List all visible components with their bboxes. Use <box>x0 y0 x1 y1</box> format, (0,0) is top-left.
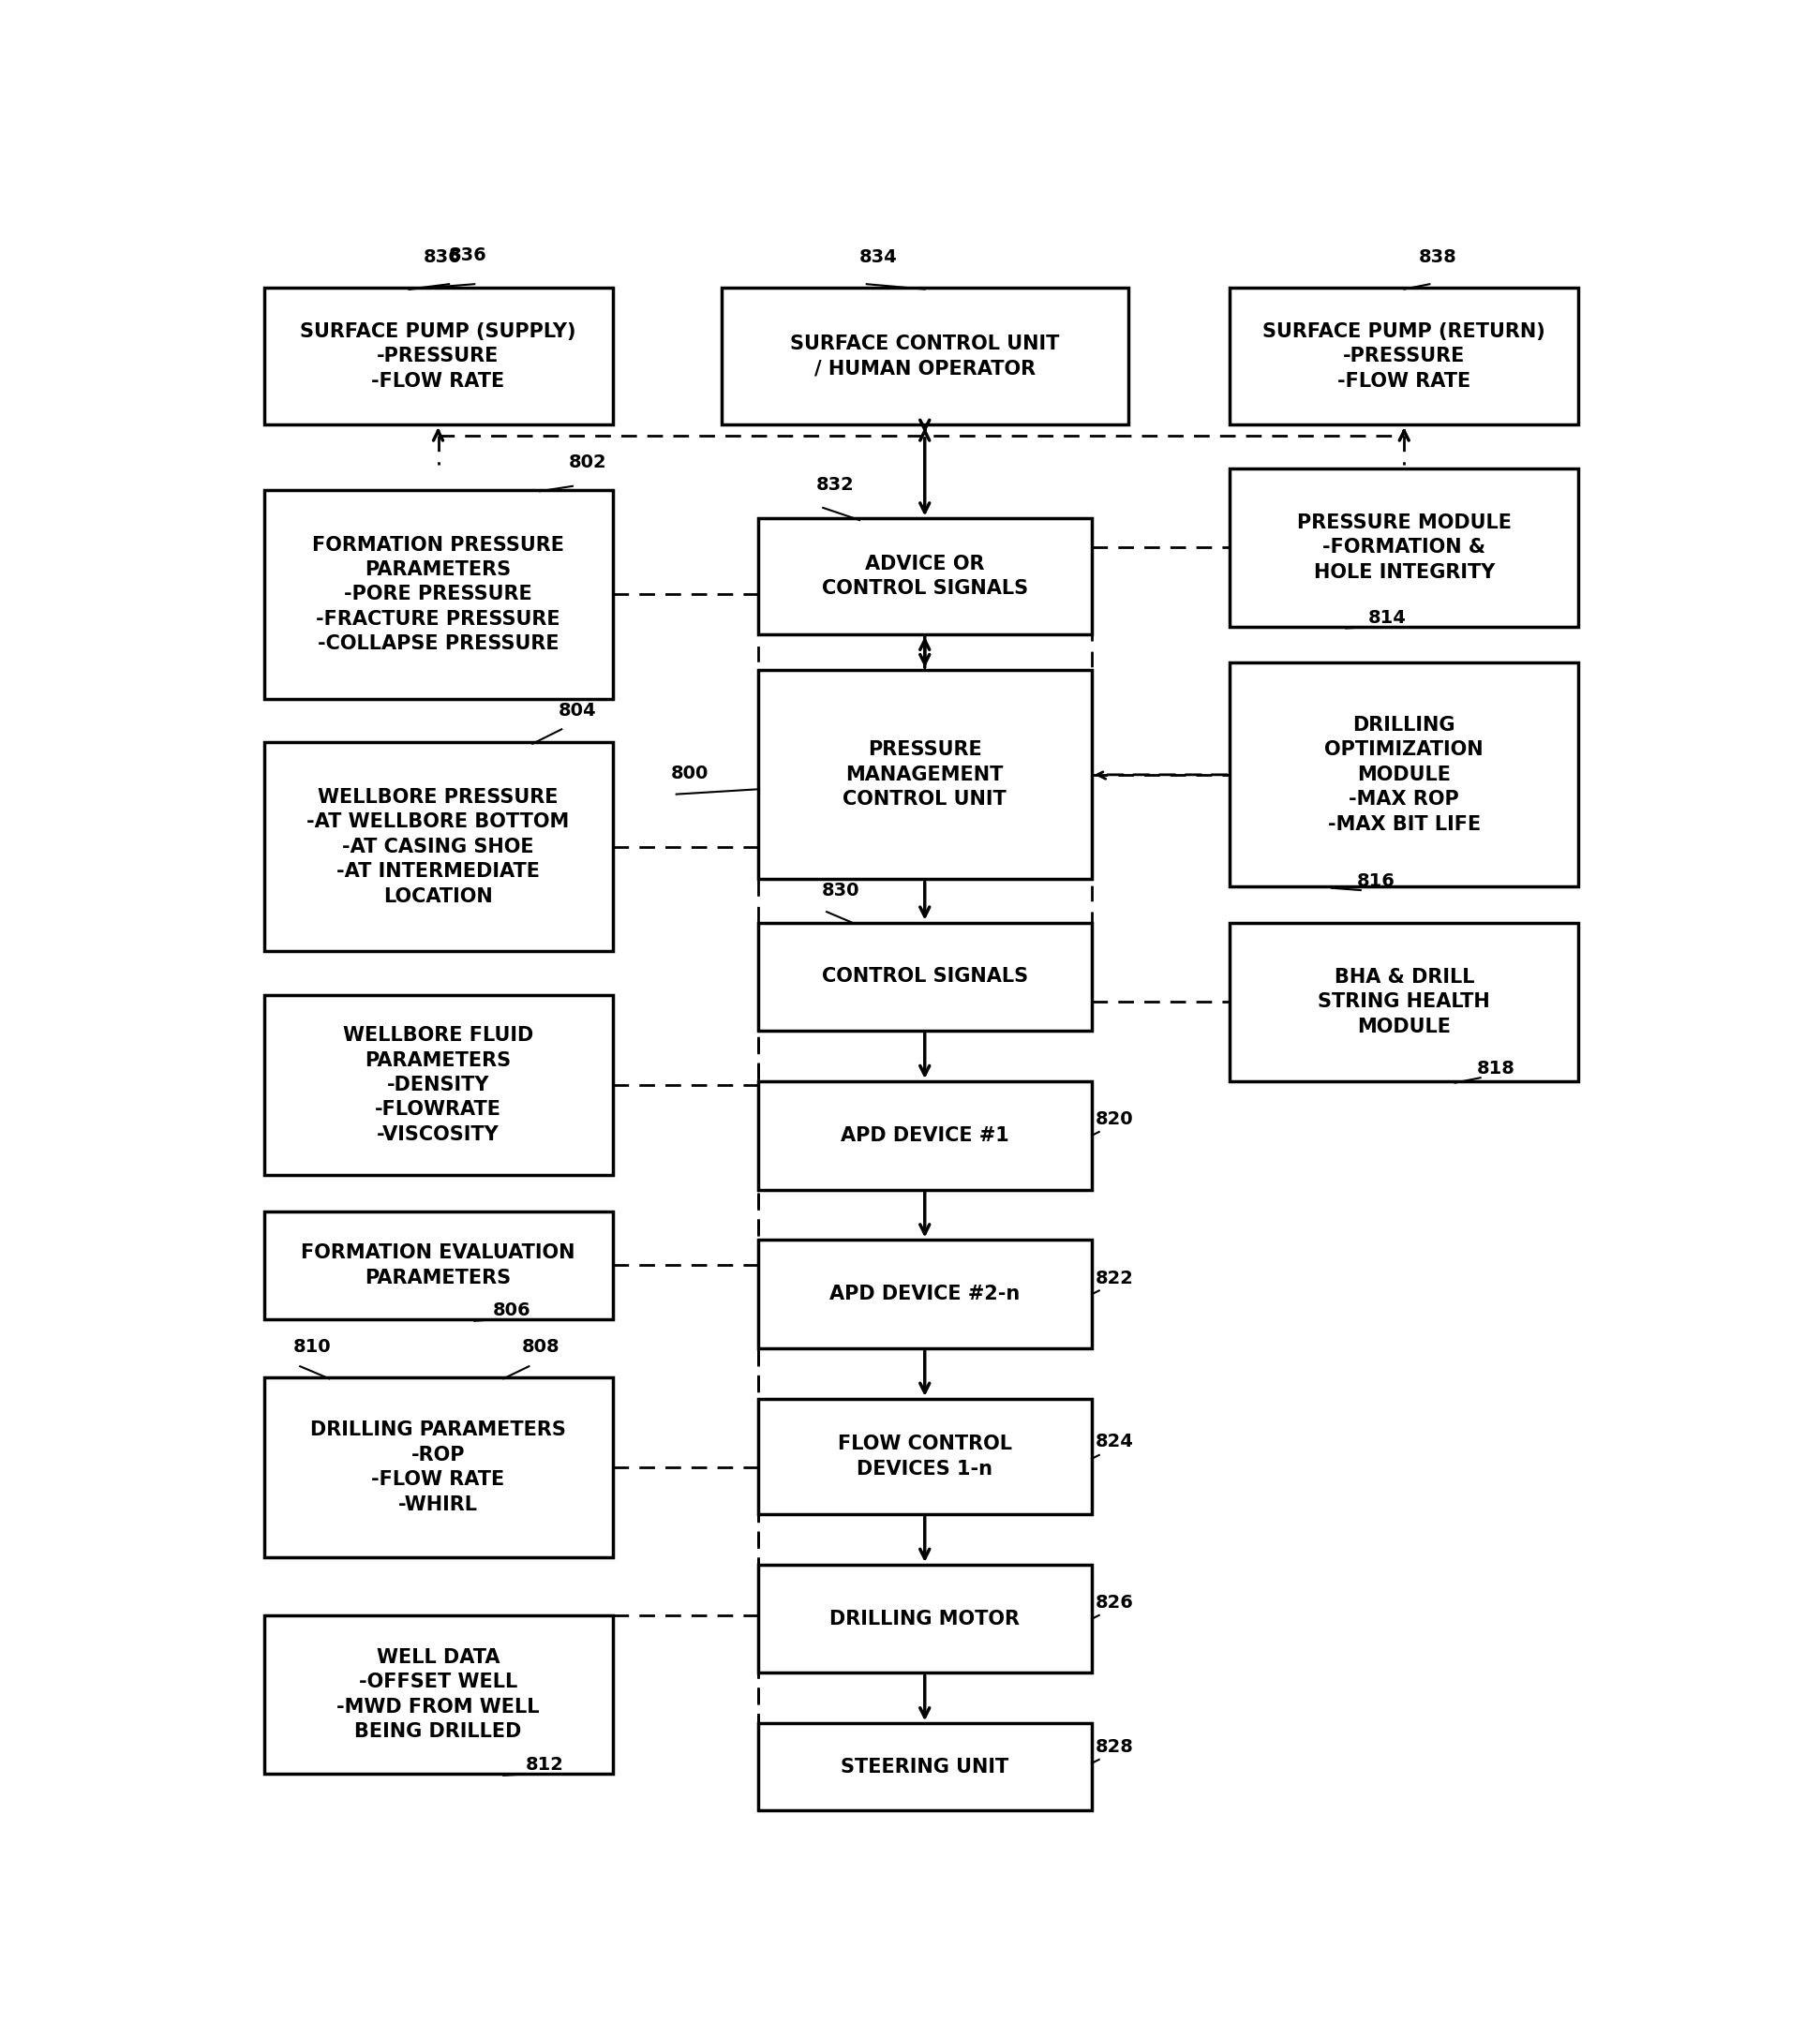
Bar <box>757 1241 1092 1348</box>
Text: 816: 816 <box>1358 872 1396 890</box>
Bar <box>757 1564 1092 1672</box>
Text: APD DEVICE #2-n: APD DEVICE #2-n <box>830 1285 1019 1304</box>
Text: APD DEVICE #1: APD DEVICE #1 <box>841 1126 1008 1145</box>
Text: SURFACE CONTROL UNIT
/ HUMAN OPERATOR: SURFACE CONTROL UNIT / HUMAN OPERATOR <box>790 334 1059 379</box>
Text: DRILLING MOTOR: DRILLING MOTOR <box>830 1609 1019 1628</box>
Bar <box>757 519 1092 634</box>
Text: FORMATION PRESSURE
PARAMETERS
-PORE PRESSURE
-FRACTURE PRESSURE
-COLLAPSE PRESSU: FORMATION PRESSURE PARAMETERS -PORE PRES… <box>311 536 564 654</box>
Bar <box>264 741 613 951</box>
Text: BHA & DRILL
STRING HEALTH
MODULE: BHA & DRILL STRING HEALTH MODULE <box>1318 968 1491 1037</box>
Text: CONTROL SIGNALS: CONTROL SIGNALS <box>821 968 1028 986</box>
Bar <box>1230 469 1578 627</box>
Text: 830: 830 <box>821 882 859 900</box>
Text: SURFACE PUMP (RETURN)
-PRESSURE
-FLOW RATE: SURFACE PUMP (RETURN) -PRESSURE -FLOW RA… <box>1263 322 1545 391</box>
Bar <box>757 1399 1092 1513</box>
Bar <box>757 1723 1092 1811</box>
Bar <box>721 287 1128 426</box>
Bar <box>757 670 1092 880</box>
Bar <box>1230 287 1578 426</box>
Text: 820: 820 <box>1096 1110 1134 1128</box>
Text: 822: 822 <box>1096 1269 1134 1287</box>
Text: 824: 824 <box>1096 1432 1134 1450</box>
Bar <box>757 923 1092 1031</box>
Text: 812: 812 <box>526 1756 564 1774</box>
Text: WELL DATA
-OFFSET WELL
-MWD FROM WELL
BEING DRILLED: WELL DATA -OFFSET WELL -MWD FROM WELL BE… <box>337 1648 539 1742</box>
Text: 826: 826 <box>1096 1593 1134 1611</box>
Text: 834: 834 <box>859 249 897 267</box>
Text: WELLBORE FLUID
PARAMETERS
-DENSITY
-FLOWRATE
-VISCOSITY: WELLBORE FLUID PARAMETERS -DENSITY -FLOW… <box>342 1027 533 1145</box>
Text: WELLBORE PRESSURE
-AT WELLBORE BOTTOM
-AT CASING SHOE
-AT INTERMEDIATE
LOCATION: WELLBORE PRESSURE -AT WELLBORE BOTTOM -A… <box>308 788 570 906</box>
Text: 838: 838 <box>1418 249 1456 267</box>
Bar <box>264 1377 613 1558</box>
Bar <box>264 1212 613 1320</box>
Text: STEERING UNIT: STEERING UNIT <box>841 1758 1008 1776</box>
Text: ADVICE OR
CONTROL SIGNALS: ADVICE OR CONTROL SIGNALS <box>821 554 1028 599</box>
Bar <box>1230 923 1578 1082</box>
Text: FORMATION EVALUATION
PARAMETERS: FORMATION EVALUATION PARAMETERS <box>300 1245 575 1287</box>
Text: PRESSURE MODULE
-FORMATION &
HOLE INTEGRITY: PRESSURE MODULE -FORMATION & HOLE INTEGR… <box>1298 513 1511 583</box>
Text: 806: 806 <box>493 1302 531 1320</box>
Bar <box>264 994 613 1175</box>
Text: 836: 836 <box>450 246 488 265</box>
Text: 828: 828 <box>1096 1738 1134 1756</box>
Text: DRILLING PARAMETERS
-ROP
-FLOW RATE
-WHIRL: DRILLING PARAMETERS -ROP -FLOW RATE -WHI… <box>309 1422 566 1513</box>
Text: 832: 832 <box>815 475 854 493</box>
Text: DRILLING
OPTIMIZATION
MODULE
-MAX ROP
-MAX BIT LIFE: DRILLING OPTIMIZATION MODULE -MAX ROP -M… <box>1325 715 1483 833</box>
Bar <box>757 1082 1092 1190</box>
Bar <box>1230 662 1578 886</box>
Bar <box>264 287 613 426</box>
Text: 802: 802 <box>570 454 606 473</box>
Text: FLOW CONTROL
DEVICES 1-n: FLOW CONTROL DEVICES 1-n <box>837 1434 1012 1479</box>
Text: PRESSURE
MANAGEMENT
CONTROL UNIT: PRESSURE MANAGEMENT CONTROL UNIT <box>843 741 1006 809</box>
Text: 808: 808 <box>522 1338 561 1355</box>
Text: 800: 800 <box>670 764 708 782</box>
Bar <box>264 489 613 699</box>
Text: 804: 804 <box>559 701 595 719</box>
Text: 810: 810 <box>293 1338 331 1355</box>
Text: SURFACE PUMP (SUPPLY)
-PRESSURE
-FLOW RATE: SURFACE PUMP (SUPPLY) -PRESSURE -FLOW RA… <box>300 322 577 391</box>
Text: 836: 836 <box>424 249 462 267</box>
Text: 814: 814 <box>1369 609 1407 627</box>
Text: 818: 818 <box>1476 1059 1514 1078</box>
Bar <box>264 1615 613 1774</box>
